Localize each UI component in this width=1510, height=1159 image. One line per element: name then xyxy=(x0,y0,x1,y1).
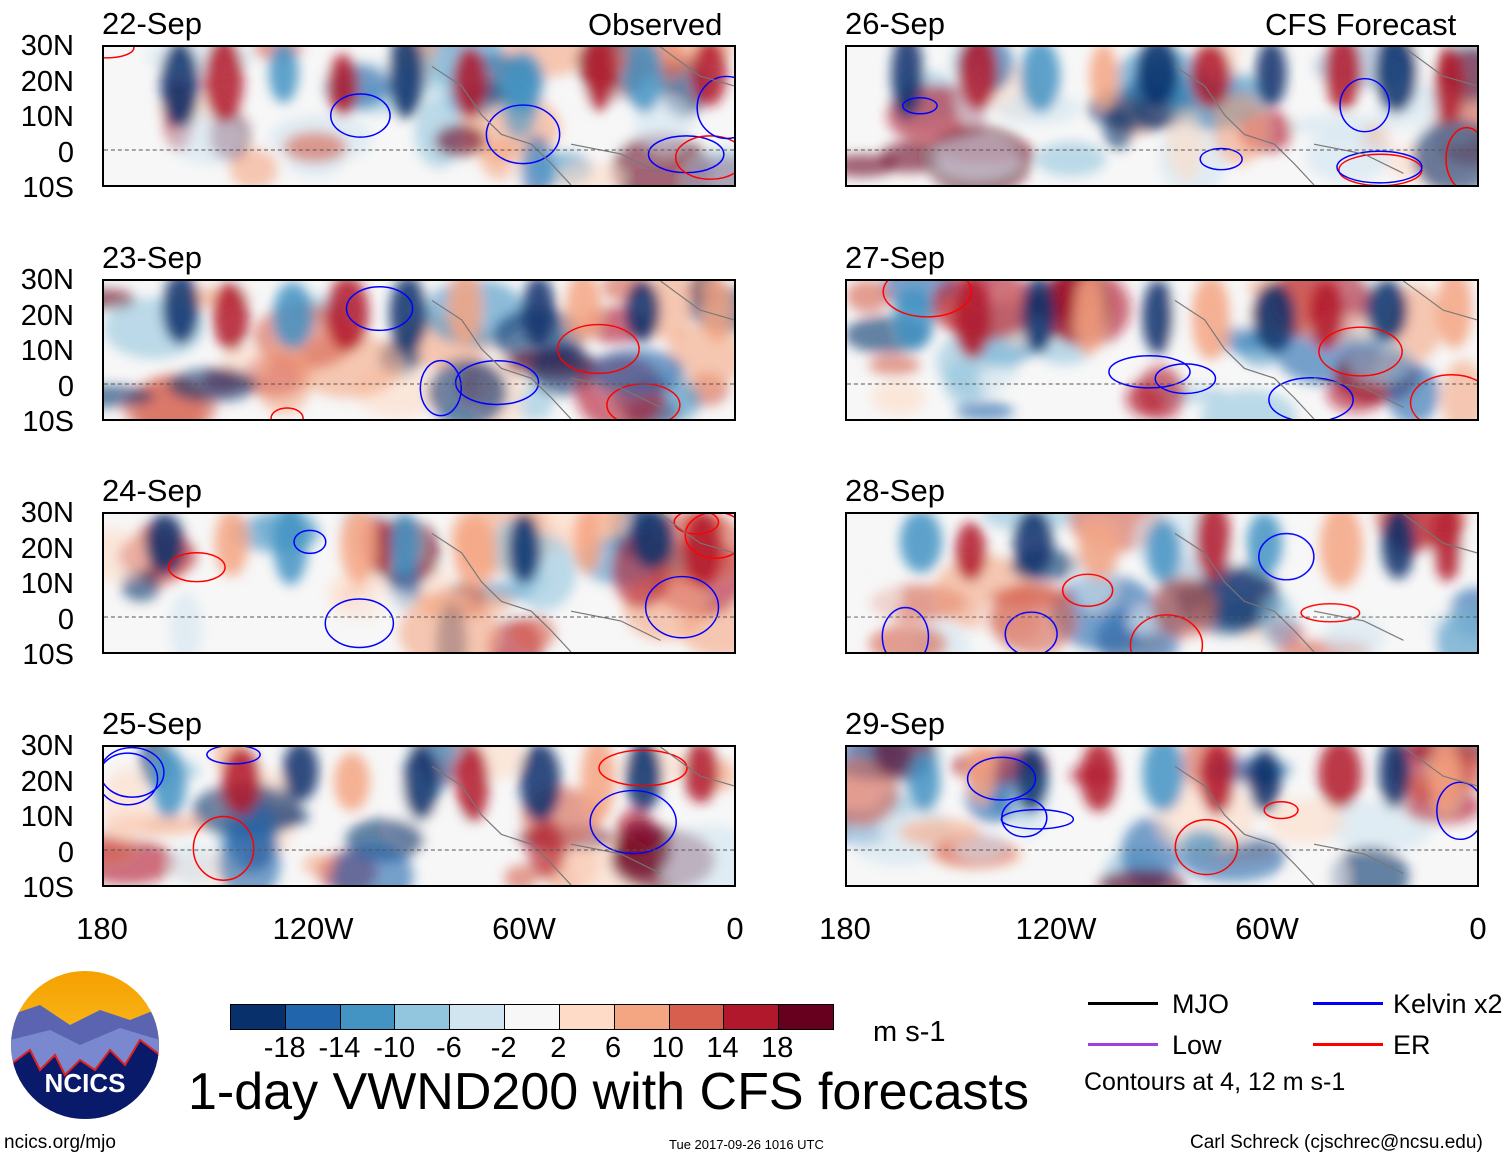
legend-er-label: ER xyxy=(1393,1030,1431,1060)
colorbar-units: m s-1 xyxy=(873,1016,946,1048)
footer-author: Carl Schreck (cjschrec@ncsu.edu) xyxy=(1190,1132,1483,1153)
lat-label: 20N xyxy=(20,765,74,798)
lon-label: 180 xyxy=(76,911,128,946)
panel-date: 23-Sep xyxy=(102,240,202,275)
colorbar-swatch xyxy=(724,1005,780,1029)
colorbar-swatch xyxy=(340,1005,396,1029)
lon-label: 120W xyxy=(1015,911,1097,946)
figure-title: 1-day VWND200 with CFS forecasts xyxy=(188,1063,1029,1121)
map-panel-26-Sep xyxy=(845,45,1479,187)
legend-mjo-line xyxy=(1088,1002,1158,1005)
colorbar-label: 14 xyxy=(706,1032,739,1064)
colorbar-swatch xyxy=(505,1005,560,1029)
lon-label: 0 xyxy=(1469,911,1487,946)
footer-url[interactable]: ncics.org/mjo xyxy=(4,1132,116,1153)
panel-date: 24-Sep xyxy=(102,473,202,508)
lat-label: 20N xyxy=(20,299,74,332)
map-panel-23-Sep xyxy=(102,279,736,421)
legend-kelvin-line xyxy=(1313,1002,1383,1005)
footer-timestamp: Tue 2017-09-26 1016 UTC xyxy=(669,1137,824,1152)
lat-label: 0 xyxy=(57,136,74,169)
lon-label: 60W xyxy=(492,911,556,946)
panel-date: 26-Sep xyxy=(845,6,945,41)
map-panel-22-Sep xyxy=(102,45,736,187)
lat-label: 0 xyxy=(57,370,74,403)
ncics-logo: NCICS xyxy=(10,970,160,1120)
colorbar-swatch xyxy=(395,1005,451,1029)
lat-label: 10S xyxy=(22,406,74,438)
colorbar-label: -18 xyxy=(263,1032,306,1064)
colorbar xyxy=(230,1004,834,1030)
colorbar-swatch xyxy=(669,1005,725,1029)
colorbar-label: -10 xyxy=(373,1032,416,1064)
lat-label: 10S xyxy=(22,872,74,904)
colorbar-swatch xyxy=(450,1005,506,1029)
panel-date: 22-Sep xyxy=(102,6,202,41)
map-panel-28-Sep xyxy=(845,512,1479,654)
colorbar-label: -2 xyxy=(490,1032,517,1064)
panel-date: 29-Sep xyxy=(845,706,945,741)
lat-label: 30N xyxy=(20,497,74,529)
lat-label: 10S xyxy=(22,639,74,671)
lon-label: 60W xyxy=(1235,911,1299,946)
legend-kelvin-label: Kelvin x2 xyxy=(1393,989,1503,1019)
map-panel-29-Sep xyxy=(845,745,1479,887)
map-panel-24-Sep xyxy=(102,512,736,654)
colorbar-swatch xyxy=(231,1005,286,1029)
map-panel-25-Sep xyxy=(102,745,736,887)
lat-label: 10S xyxy=(22,172,74,204)
logo-text: NCICS xyxy=(45,1068,126,1098)
legend-low-label: Low xyxy=(1172,1030,1222,1060)
legend-low-line xyxy=(1088,1043,1158,1046)
lon-label: 0 xyxy=(726,911,744,946)
contour-note: Contours at 4, 12 m s-1 xyxy=(1084,1068,1346,1096)
colorbar-label: -6 xyxy=(436,1032,462,1064)
lon-label: 120W xyxy=(272,911,354,946)
lat-label: 0 xyxy=(57,836,74,869)
panel-date: 28-Sep xyxy=(845,473,945,508)
colorbar-swatch xyxy=(285,1005,341,1029)
observed-header: Observed xyxy=(588,7,723,42)
colorbar-label: 18 xyxy=(761,1032,794,1064)
colorbar-swatch xyxy=(614,1005,670,1029)
panel-date: 27-Sep xyxy=(845,240,945,275)
panel-date: 25-Sep xyxy=(102,706,202,741)
lon-label: 180 xyxy=(819,911,871,946)
lat-label: 20N xyxy=(20,532,74,565)
lat-label: 0 xyxy=(57,603,74,636)
lat-label: 10N xyxy=(20,801,74,833)
lat-label: 10N xyxy=(20,335,74,367)
colorbar-swatch xyxy=(779,1005,833,1029)
colorbar-label: 2 xyxy=(550,1032,567,1064)
colorbar-label: 6 xyxy=(605,1032,622,1064)
lat-label: 10N xyxy=(20,101,74,133)
colorbar-swatch xyxy=(559,1005,615,1029)
lat-label: 30N xyxy=(20,730,74,762)
colorbar-label: -14 xyxy=(318,1032,361,1064)
lat-label: 10N xyxy=(20,568,74,600)
legend-er-line xyxy=(1313,1043,1383,1046)
colorbar-label: 10 xyxy=(651,1032,684,1064)
legend-mjo-label: MJO xyxy=(1172,989,1229,1019)
lat-label: 30N xyxy=(20,264,74,296)
forecast-header: CFS Forecast xyxy=(1265,7,1457,42)
lat-label: 30N xyxy=(20,30,74,62)
map-panel-27-Sep xyxy=(845,279,1479,421)
lat-label: 20N xyxy=(20,65,74,98)
